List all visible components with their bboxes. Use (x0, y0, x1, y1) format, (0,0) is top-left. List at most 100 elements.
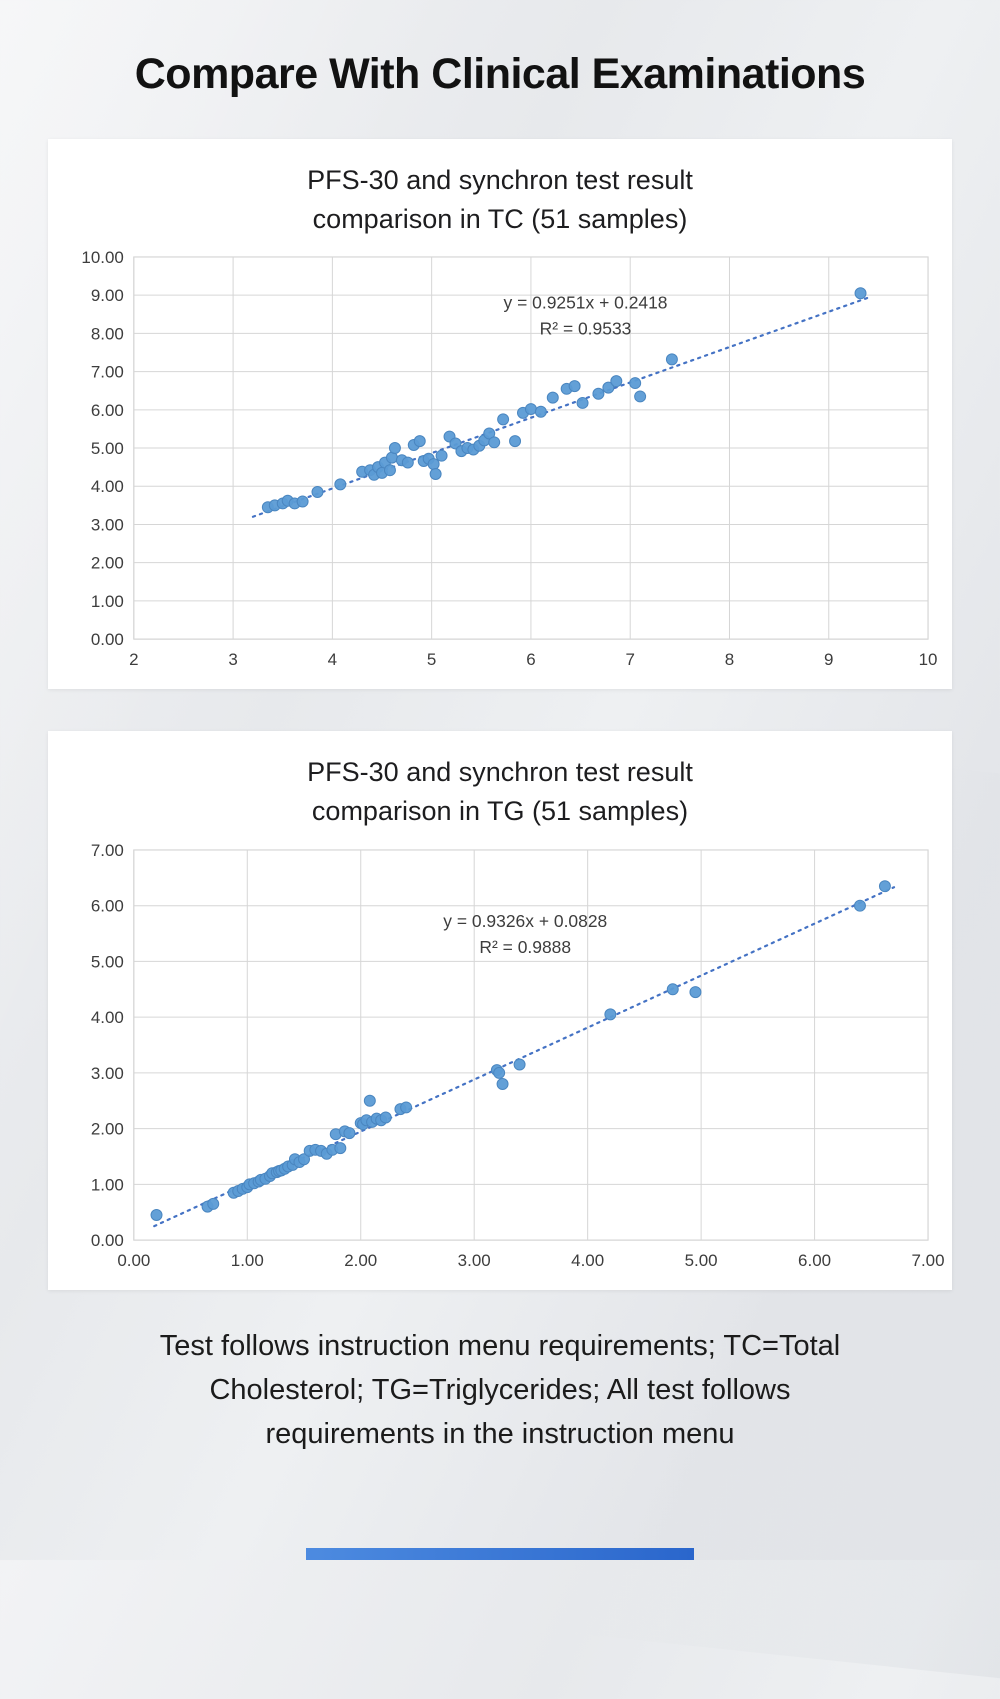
data-point (311, 486, 324, 499)
svg-text:4.00: 4.00 (571, 1251, 604, 1270)
svg-text:10: 10 (919, 650, 938, 669)
svg-text:2.00: 2.00 (344, 1251, 377, 1270)
svg-text:10.00: 10.00 (81, 248, 123, 267)
data-point (379, 1111, 392, 1124)
tc-chart-title-line1: PFS-30 and synchron test result (307, 165, 693, 195)
data-point (604, 1007, 617, 1020)
svg-text:6.00: 6.00 (91, 401, 124, 420)
svg-text:7: 7 (625, 650, 634, 669)
data-point (534, 406, 547, 419)
svg-text:3: 3 (228, 650, 237, 669)
data-point (363, 1094, 376, 1107)
data-point (207, 1197, 220, 1210)
data-point (602, 381, 615, 394)
svg-text:9: 9 (824, 650, 833, 669)
svg-text:7.00: 7.00 (91, 841, 124, 860)
data-point (298, 1152, 310, 1165)
svg-text:5.00: 5.00 (685, 1251, 718, 1270)
data-point (334, 478, 347, 491)
tg-chart-title: PFS-30 and synchron test result comparis… (56, 753, 944, 831)
data-point (878, 879, 891, 892)
data-point (296, 495, 309, 508)
tg-chart-title-line2: comparison in TG (51 samples) (311, 796, 689, 827)
svg-text:2.00: 2.00 (91, 1119, 124, 1138)
data-point (413, 435, 426, 448)
data-point (401, 456, 414, 469)
svg-text:7.00: 7.00 (91, 363, 124, 382)
svg-text:2: 2 (129, 650, 138, 669)
svg-text:8: 8 (725, 650, 734, 669)
trend-equation: y = 0.9251x + 0.2418 (504, 293, 668, 313)
svg-text:4: 4 (328, 650, 337, 669)
data-point (388, 442, 401, 455)
svg-text:0.00: 0.00 (91, 630, 124, 649)
svg-text:0.00: 0.00 (91, 1231, 124, 1250)
data-point (546, 391, 559, 404)
svg-text:4.00: 4.00 (91, 478, 124, 497)
tg-scatter-chart: 0.00 1.00 2.00 3.00 4.00 5.00 6.00 7.00 0.00 1.00… (56, 836, 944, 1280)
data-point (524, 403, 537, 416)
svg-text:6.00: 6.00 (798, 1251, 831, 1270)
data-point (509, 435, 522, 448)
tg-scatter-plot: 0.00 1.00 2.00 3.00 4.00 5.00 6.00 7.00 0.00 1.00… (91, 841, 944, 1270)
r-squared: R² = 0.9533 (540, 319, 632, 339)
trend-equation: y = 0.9326x + 0.0828 (443, 910, 607, 930)
svg-text:3.00: 3.00 (91, 1063, 124, 1082)
tg-chart-title-line1: PFS-30 and synchron test result (307, 757, 693, 788)
data-point (493, 1066, 506, 1079)
data-point (496, 1077, 509, 1090)
page-title: Compare With Clinical Examinations (134, 50, 866, 98)
svg-text:5.00: 5.00 (91, 952, 124, 971)
svg-text:1.00: 1.00 (231, 1251, 264, 1270)
footer-note: Test follows instruction menu requiremen… (30, 1324, 970, 1456)
data-point (497, 413, 510, 426)
tc-scatter-chart: 2 3 4 5 6 7 8 9 10 0.00 1.00 2.00 3.00 4.00 5.00 6.00 7.… (56, 243, 944, 679)
data-point (568, 380, 581, 393)
svg-text:6: 6 (526, 650, 535, 669)
data-point (629, 377, 642, 390)
data-point (150, 1208, 163, 1221)
svg-text:1.00: 1.00 (91, 1175, 124, 1194)
footer-line-3: requirements in the instruction menu (265, 1417, 735, 1450)
data-point (854, 287, 867, 300)
data-point (610, 375, 623, 388)
tc-chart-title: PFS-30 and synchron test result comparis… (56, 161, 944, 239)
data-point (429, 468, 442, 481)
svg-text:5: 5 (427, 650, 436, 669)
data-point (576, 397, 589, 410)
data-point (488, 436, 501, 449)
data-point (383, 464, 396, 477)
bottom-accent-bar (306, 1548, 694, 1560)
page: Compare With Clinical Examinations PFS-3… (0, 50, 1000, 1456)
data-point (343, 1126, 356, 1139)
data-point (334, 1141, 347, 1154)
svg-text:0.00: 0.00 (117, 1251, 150, 1270)
svg-text:3.00: 3.00 (91, 516, 124, 535)
data-point (853, 899, 866, 912)
tc-chart-card: PFS-30 and synchron test result comparis… (48, 139, 952, 690)
svg-text:5.00: 5.00 (91, 439, 124, 458)
svg-text:9.00: 9.00 (91, 286, 124, 305)
svg-text:3.00: 3.00 (458, 1251, 491, 1270)
svg-text:7.00: 7.00 (912, 1251, 944, 1270)
r-squared: R² = 0.9888 (479, 936, 571, 956)
trendline (251, 296, 870, 519)
tc-scatter-plot: 2 3 4 5 6 7 8 9 10 0.00 1.00 2.00 3.00 4.00 5.00 6.00 7.… (81, 248, 938, 669)
footer-line-1: Test follows instruction menu requiremen… (159, 1329, 841, 1362)
tg-chart-card: PFS-30 and synchron test result comparis… (48, 731, 952, 1290)
svg-text:1.00: 1.00 (91, 592, 124, 611)
data-point (689, 985, 702, 998)
svg-text:2.00: 2.00 (91, 554, 124, 573)
data-point (665, 353, 678, 366)
svg-text:8.00: 8.00 (91, 325, 124, 344)
data-point (427, 458, 440, 471)
data-point (592, 388, 605, 401)
data-point (666, 982, 679, 995)
svg-text:6.00: 6.00 (91, 896, 124, 915)
tc-chart-title-line2: comparison in TC (51 samples) (312, 204, 688, 235)
svg-text:4.00: 4.00 (91, 1008, 124, 1027)
data-point (513, 1058, 526, 1071)
data-point (435, 449, 448, 462)
data-point (634, 390, 647, 403)
data-point (400, 1101, 413, 1114)
